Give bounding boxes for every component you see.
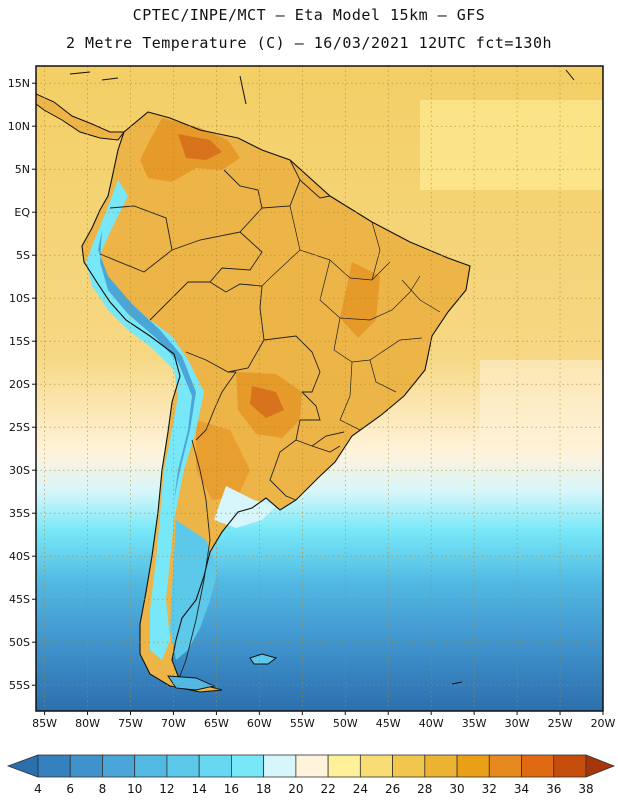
state-borders [261,205,441,431]
lat-tick-label: 5N [15,163,30,176]
colorbar-swatch [198,754,232,778]
pampas-cool [214,486,276,528]
central-america [36,93,125,141]
lon-tick-label: 25W [548,717,573,730]
lon-tick-label: 80W [75,717,100,730]
longitude-labels: 85W 80W 75W 70W 65W 60W 55W 50W 45W 40W 35W 30W 25W 2… [32,711,616,730]
lon-tick-label: 50W [333,717,358,730]
hot-zone-chaco-core [250,386,284,418]
caribbean-islands [69,69,575,105]
colorbar-swatch [456,754,490,778]
map-panel [36,66,603,711]
colorbar-label: 30 [449,782,464,796]
colorbar-swatch [263,754,297,778]
lon-tick-label: 20W [591,717,616,730]
colorbar-label: 4 [34,782,42,796]
lat-lon-grid [36,66,603,711]
patagonia-cool [170,520,218,660]
colorbar-swatch [553,754,587,778]
colorbar-label: 20 [288,782,303,796]
colorbar-swatch [359,754,393,778]
colorbar-swatch [102,754,136,778]
colorbar-swatch [521,754,555,778]
colorbar-label: 28 [417,782,432,796]
south-georgia [451,681,463,685]
title-variable-date: 2 Metre Temperature (C) – 16/03/2021 12U… [65,34,553,52]
colorbar-label: 8 [99,782,107,796]
map-frame [35,65,604,712]
colorbar-swatch [392,754,426,778]
colorbar-arrow-high [585,754,616,778]
lon-tick-label: 65W [204,717,229,730]
colorbar-swatch [295,754,329,778]
andes-cool-strip [86,180,204,660]
colorbar-swatch [488,754,522,778]
lat-tick-label: 15S [9,335,30,348]
latitude-labels: 15N 10N 5N EQ 5S 10S 15S 20S 25S 30S 35S 40S 45S 50S 5… [8,77,36,692]
colorbar-label: 26 [385,782,400,796]
lat-tick-label: 20S [9,378,30,391]
lon-tick-label: 75W [118,717,143,730]
tierra-del-fuego [167,675,216,691]
temperature-colorbar: 4 6 8 10 12 14 16 18 20 22 24 26 28 30 32 34 36 38 [6,754,616,796]
colorbar-swatch [424,754,458,778]
lat-tick-label: 5S [16,249,30,262]
lat-tick-label: 10N [8,120,30,133]
hot-zone-llanos [178,134,222,160]
lat-tick-label: 10S [9,292,30,305]
lon-tick-label: 40W [419,717,444,730]
andes-cold-core [98,230,196,500]
lon-tick-label: 60W [247,717,272,730]
lat-tick-label: 25S [9,421,30,434]
colorbar-label: 18 [256,782,271,796]
colorbar-swatch [166,754,200,778]
colorbar-label: 6 [66,782,74,796]
falkland-islands [249,653,278,665]
colorbar-swatch [134,754,168,778]
title-model: CPTEC/INPE/MCT – Eta Model 15km – GFS [132,6,486,24]
lat-tick-label: EQ [14,206,30,219]
lat-tick-label: 45S [9,593,30,606]
colorbar-label: 36 [546,782,561,796]
lon-tick-label: 45W [376,717,401,730]
warm-patch-east [480,360,603,440]
colorbar-swatch [37,754,71,778]
lat-tick-label: 35S [9,507,30,520]
lon-tick-label: 55W [290,717,315,730]
lat-tick-label: 55S [9,679,30,692]
colorbar-label: 12 [159,782,174,796]
warm-zone-argentina [196,420,250,500]
colorbar-arrow-low [6,754,39,778]
lon-tick-label: 85W [32,717,57,730]
country-borders [99,159,345,677]
colorbar-label: 34 [514,782,529,796]
colorbar-label: 22 [320,782,335,796]
lon-tick-label: 35W [462,717,487,730]
colorbar-label: 14 [192,782,207,796]
lat-tick-label: 50S [9,636,30,649]
colorbar-swatch [231,754,265,778]
lon-tick-label: 30W [505,717,530,730]
colorbar-label: 38 [578,782,593,796]
lon-tick-label: 70W [161,717,186,730]
colorbar-label: 24 [353,782,368,796]
lat-tick-label: 15N [8,77,30,90]
coastline [81,111,471,693]
warm-patch-north [420,100,603,190]
lat-tick-label: 30S [9,464,30,477]
colorbar-label: 32 [482,782,497,796]
colorbar-label: 16 [224,782,239,796]
colorbar-label: 10 [127,782,142,796]
colorbar-swatch [69,754,103,778]
colorbar-swatch [327,754,361,778]
lat-tick-label: 40S [9,550,30,563]
